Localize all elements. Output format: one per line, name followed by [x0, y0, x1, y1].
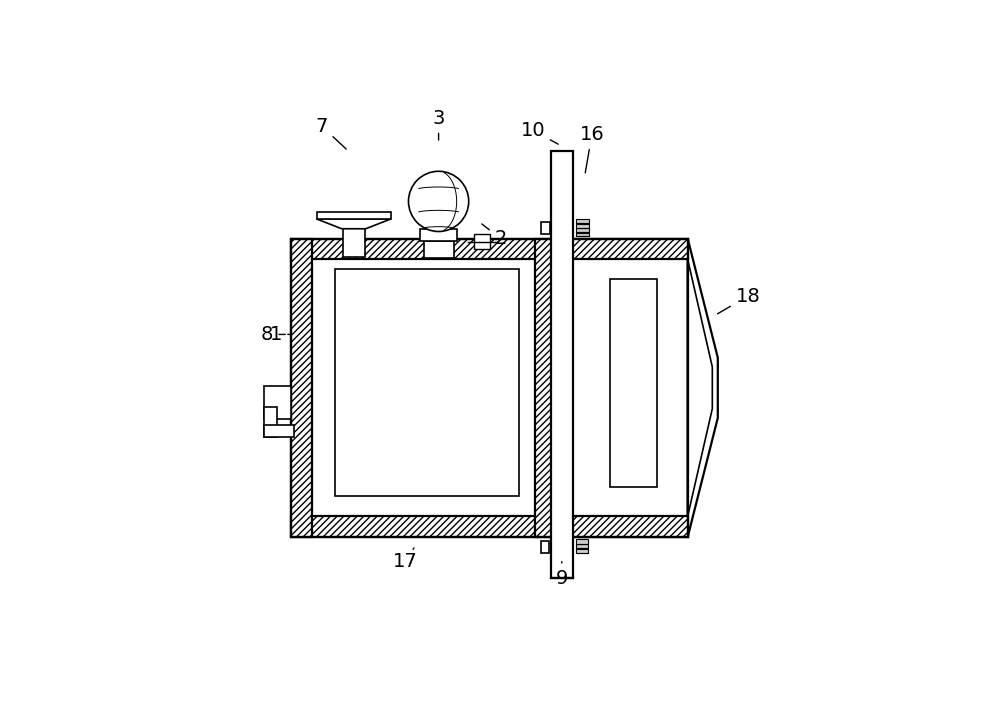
Bar [474, 235, 490, 249]
Bar [541, 541, 549, 553]
Bar [291, 239, 312, 537]
Text: 1: 1 [270, 325, 291, 344]
Bar [264, 407, 277, 437]
Bar [570, 239, 688, 260]
Bar [576, 544, 588, 548]
Bar [570, 239, 688, 537]
Bar [317, 213, 391, 219]
Text: 9: 9 [556, 562, 568, 587]
Text: 7: 7 [316, 117, 346, 149]
Bar [264, 425, 294, 437]
Bar [541, 223, 550, 234]
Text: 17: 17 [393, 548, 418, 571]
Bar [291, 239, 556, 260]
Bar [556, 516, 570, 537]
Bar [576, 220, 589, 223]
Bar [291, 516, 556, 537]
Polygon shape [317, 219, 391, 229]
Bar [570, 516, 688, 537]
Bar [576, 539, 588, 543]
Bar [576, 232, 589, 237]
Text: 16: 16 [580, 125, 604, 173]
Text: 10: 10 [520, 121, 558, 144]
Bar [570, 239, 688, 537]
Polygon shape [688, 260, 712, 516]
Bar [420, 229, 457, 241]
Bar [576, 549, 588, 553]
Polygon shape [688, 239, 718, 537]
Bar [576, 228, 589, 232]
Circle shape [408, 171, 469, 232]
Bar [264, 386, 291, 419]
Bar [424, 241, 454, 258]
Text: 8: 8 [261, 325, 285, 344]
Text: 3: 3 [432, 109, 445, 140]
Bar [576, 224, 589, 228]
Text: 18: 18 [717, 287, 760, 314]
Text: 2: 2 [482, 224, 507, 248]
Bar [556, 239, 570, 260]
Bar [335, 269, 519, 496]
Bar [535, 239, 556, 537]
Bar [610, 279, 657, 488]
Bar [291, 239, 556, 537]
Bar [551, 151, 573, 578]
Bar [343, 220, 365, 257]
